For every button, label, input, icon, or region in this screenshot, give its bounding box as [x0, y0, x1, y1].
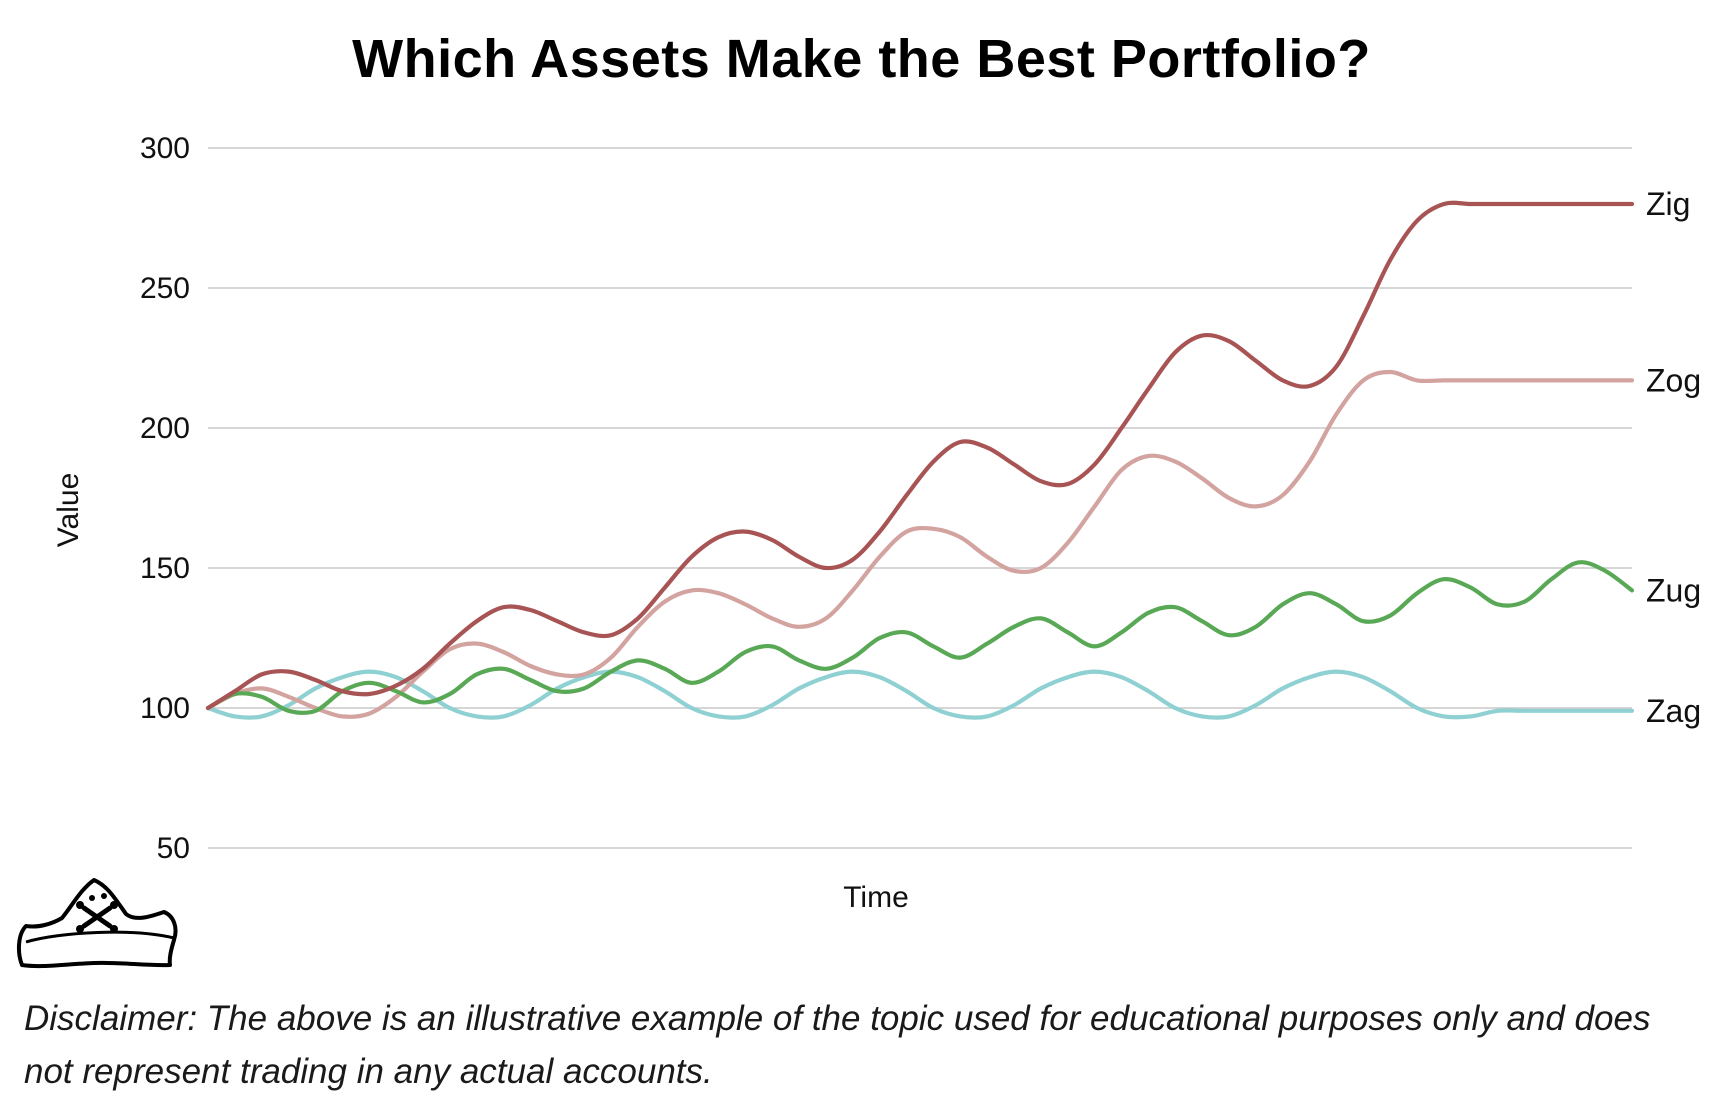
series-label-zig: Zig — [1646, 186, 1690, 222]
y-axis-label: Value — [52, 473, 85, 548]
series-lines — [205, 200, 1635, 720]
y-tick-label: 200 — [140, 412, 190, 445]
series-line-zag — [205, 669, 1635, 720]
y-tick-label: 50 — [157, 832, 190, 865]
y-axis-ticks: 50 100 150 200 250 300 — [140, 132, 190, 865]
y-tick-label: 100 — [140, 692, 190, 725]
pirate-hat-logo — [16, 878, 178, 969]
series-label-zog: Zog — [1646, 362, 1701, 398]
y-tick-label: 300 — [140, 132, 190, 165]
series-label-zug: Zug — [1646, 572, 1701, 608]
chart-title: Which Assets Make the Best Portfolio? — [352, 29, 1371, 89]
series-labels: Zag Zog Zug Zig — [1646, 186, 1701, 729]
y-tick-label: 150 — [140, 552, 190, 585]
y-tick-label: 250 — [140, 272, 190, 305]
disclaimer-text: Disclaimer: The above is an illustrative… — [24, 999, 1651, 1091]
series-line-zig — [205, 200, 1635, 711]
series-label-zag: Zag — [1646, 693, 1701, 729]
gridlines — [208, 147, 1632, 849]
series-line-zog — [205, 369, 1635, 719]
line-chart: 50 100 150 200 250 300 Zag Zog Zug Zig Value Tim… — [52, 132, 1701, 914]
series-line-zug — [205, 560, 1635, 715]
x-axis-label: Time — [843, 881, 909, 914]
